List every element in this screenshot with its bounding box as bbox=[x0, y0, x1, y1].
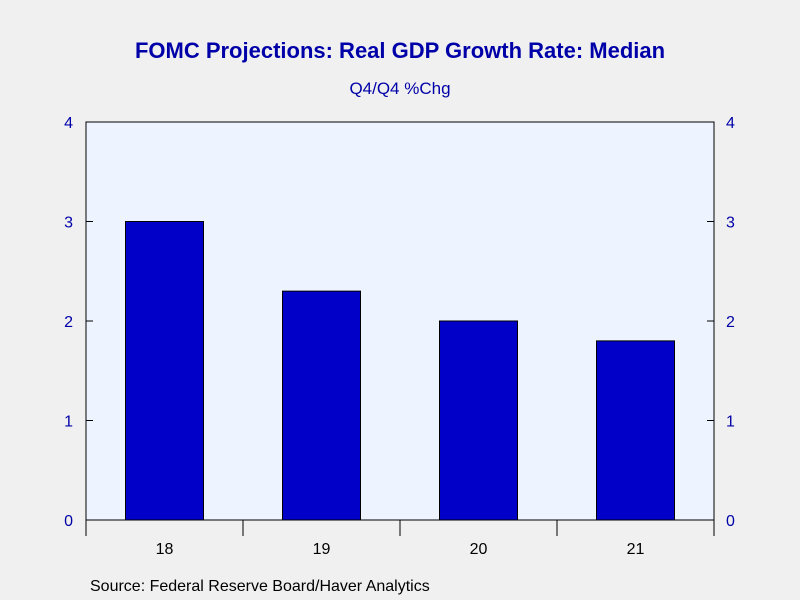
bar bbox=[282, 290, 361, 521]
y-tick-label-left: 0 bbox=[64, 513, 73, 530]
x-tick-label: 20 bbox=[470, 541, 488, 558]
y-tick-label-right: 3 bbox=[726, 215, 735, 232]
y-tick-label-left: 4 bbox=[64, 115, 73, 132]
x-tick-label: 18 bbox=[156, 541, 174, 558]
bar bbox=[439, 320, 518, 521]
x-tick-label: 21 bbox=[627, 541, 645, 558]
y-tick-label-left: 3 bbox=[64, 215, 73, 232]
chart-title: FOMC Projections: Real GDP Growth Rate: … bbox=[134, 38, 666, 63]
y-tick-label-right: 4 bbox=[726, 115, 735, 132]
y-tick-label-right: 1 bbox=[726, 414, 735, 431]
y-tick-label-right: 2 bbox=[726, 314, 735, 331]
y-tick-label-left: 2 bbox=[64, 314, 73, 331]
bar bbox=[596, 340, 675, 521]
bar bbox=[125, 221, 204, 521]
chart-subtitle: Q4/Q4 %Chg bbox=[349, 79, 451, 98]
y-tick-label-left: 1 bbox=[64, 414, 73, 431]
y-tick-label-right: 0 bbox=[726, 513, 735, 530]
x-tick-label: 19 bbox=[313, 541, 331, 558]
chart-source: Source: Federal Reserve Board/Haver Anal… bbox=[90, 578, 430, 595]
